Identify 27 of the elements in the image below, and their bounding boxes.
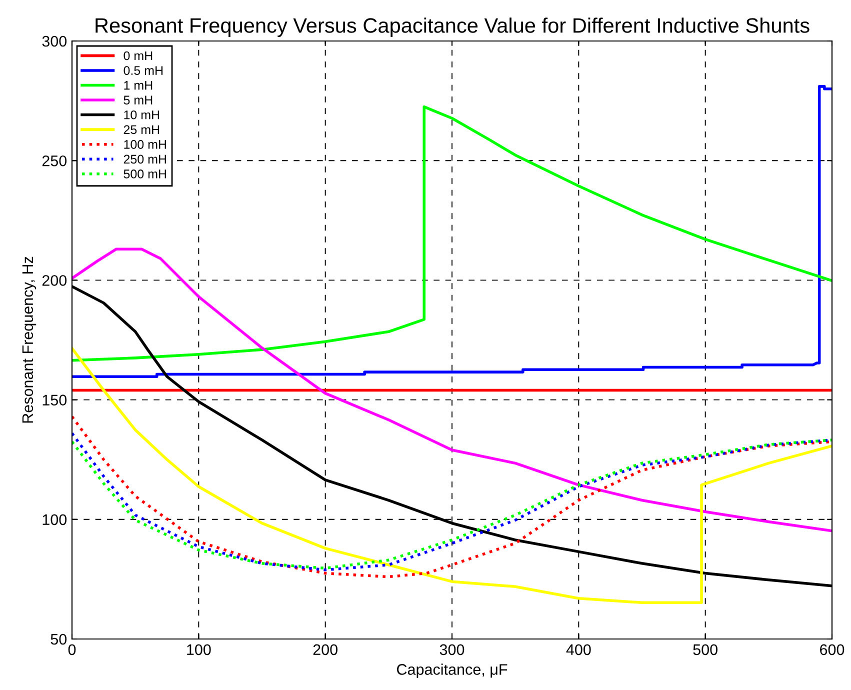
y-tick-label: 50 — [50, 634, 67, 645]
x-tick-label: 200 — [313, 644, 338, 656]
y-axis-title: Resonant Frequency, Hz — [22, 256, 36, 423]
legend-label: 10 mH — [124, 110, 160, 120]
y-tick-label: 250 — [42, 155, 67, 166]
chart-title: Resonant Frequency Versus Capacitance Value for Different Inductive Shunts — [96, 18, 810, 37]
legend-label: 0 mH — [124, 51, 152, 60]
x-tick-label: 100 — [187, 644, 211, 656]
y-tick-label: 200 — [42, 275, 67, 286]
legend-label: 5 mH — [124, 96, 152, 105]
x-tick-label: 600 — [820, 644, 844, 656]
legend-label: 100 mH — [124, 140, 166, 149]
legend-label: 1 mH — [124, 81, 152, 90]
y-tick-label: 100 — [42, 514, 67, 526]
x-tick-label: 0 — [68, 644, 76, 656]
x-tick-label: 400 — [566, 644, 591, 656]
legend-label: 0.5 mH — [124, 66, 163, 75]
y-tick-label: 300 — [42, 36, 67, 47]
x-tick-label: 500 — [693, 644, 718, 656]
legend-label: 25 mH — [124, 125, 160, 134]
line-series — [72, 248, 832, 532]
x-tick-label: 300 — [440, 644, 464, 656]
x-axis-title: Capacitance, μF — [397, 664, 508, 678]
legend-label: 250 mH — [124, 154, 166, 164]
y-tick-label: 150 — [42, 394, 67, 406]
line-series — [72, 346, 832, 604]
legend-label: 500 mH — [124, 170, 166, 178]
